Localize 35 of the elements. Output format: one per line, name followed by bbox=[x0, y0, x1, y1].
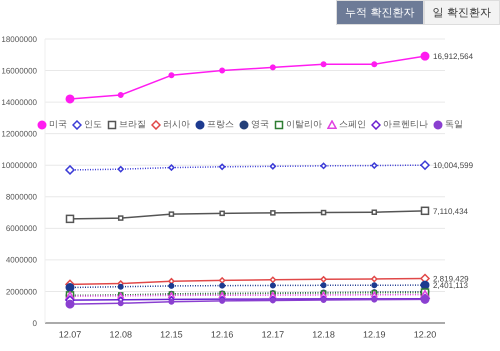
y-tick-label: 2000000 bbox=[6, 287, 38, 296]
x-tick-label: 12.17 bbox=[262, 329, 284, 340]
legend-label: 영국 bbox=[250, 119, 269, 131]
x-tick-label: 12.18 bbox=[312, 329, 335, 340]
legend-label: 미국 bbox=[48, 119, 67, 131]
y-tick-label: 18000000 bbox=[1, 34, 38, 44]
y-tick-label: 12000000 bbox=[1, 130, 38, 139]
y-tick-label: 16000000 bbox=[1, 66, 38, 76]
x-tick-label: 12.15 bbox=[160, 329, 183, 340]
legend-label: 프랑스 bbox=[206, 119, 234, 131]
x-tick-label: 12.07 bbox=[58, 329, 82, 340]
y-tick-label: 14000000 bbox=[1, 98, 38, 107]
y-tick-label: 8000000 bbox=[6, 192, 38, 202]
x-tick-label: 12.20 bbox=[414, 329, 436, 340]
data-label: 16,912,564 bbox=[433, 52, 474, 62]
legend-label: 독일 bbox=[444, 119, 463, 131]
legend-label: 이탈리아 bbox=[285, 119, 322, 131]
legend-label: 스페인 bbox=[338, 119, 366, 131]
legend-label: 아르헨티나 bbox=[382, 119, 428, 131]
legend-label: 인도 bbox=[83, 119, 102, 131]
y-tick-label: 0 bbox=[32, 318, 38, 328]
x-tick-label: 12.16 bbox=[210, 329, 234, 340]
y-tick-label: 10000000 bbox=[1, 161, 38, 170]
data-label: 7,110,434 bbox=[433, 206, 469, 216]
data-label: 10,004,599 bbox=[433, 161, 474, 170]
y-tick-label: 6000000 bbox=[6, 224, 38, 234]
legend-label: 러시아 bbox=[162, 119, 190, 131]
legend-label: 브라질 bbox=[118, 119, 146, 131]
tab-button: 누적 확진환자 bbox=[336, 0, 424, 25]
tab-button: 일 확진환자 bbox=[424, 0, 500, 25]
data-label: 2,401,113 bbox=[433, 281, 469, 290]
data-label: 2,819,429 bbox=[433, 274, 470, 284]
x-tick-label: 12.08 bbox=[109, 329, 132, 340]
y-tick-label: 4000000 bbox=[6, 256, 38, 265]
x-tick-label: 12.19 bbox=[363, 329, 386, 340]
